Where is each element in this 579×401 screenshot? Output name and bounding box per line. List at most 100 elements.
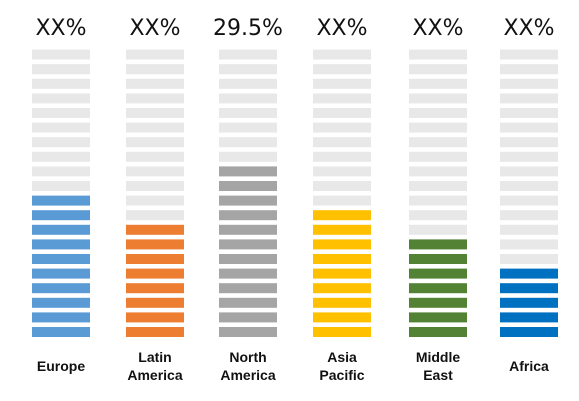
bar-segment-filled bbox=[219, 210, 277, 221]
bar-segment-empty bbox=[126, 49, 184, 60]
bar-segment-empty bbox=[409, 181, 467, 191]
bar-segment-filled bbox=[219, 224, 277, 235]
bar-segment-empty bbox=[313, 195, 371, 206]
bar-segment-empty bbox=[500, 78, 558, 89]
category-label: Asia bbox=[327, 349, 357, 365]
bar-segment-filled bbox=[219, 181, 277, 191]
bar-segment-filled bbox=[126, 239, 184, 250]
bar-segment-filled bbox=[32, 195, 90, 206]
bar-column: XX% Asia Pacific bbox=[313, 16, 371, 383]
bar-segment-filled bbox=[32, 268, 90, 279]
bar-segment-filled bbox=[126, 268, 184, 279]
bar-segment-filled bbox=[409, 312, 467, 323]
bar-segment-empty bbox=[500, 254, 558, 264]
bar-segment-empty bbox=[126, 210, 184, 221]
category-label: America bbox=[127, 367, 182, 383]
bar-segment-empty bbox=[409, 137, 467, 148]
bar-segment-empty bbox=[409, 166, 467, 177]
bar-segment-filled bbox=[219, 195, 277, 206]
bar-segment-empty bbox=[409, 195, 467, 206]
bar-segment-filled bbox=[126, 312, 184, 323]
bar-segment-empty bbox=[313, 122, 371, 133]
bar-segment-filled bbox=[313, 283, 371, 294]
bar-segment-filled bbox=[313, 297, 371, 308]
bar-segment-empty bbox=[500, 151, 558, 162]
bar-segment-filled bbox=[219, 297, 277, 308]
bar-segment-filled bbox=[32, 312, 90, 323]
bar-segment-empty bbox=[126, 137, 184, 148]
bar-segment-empty bbox=[500, 64, 558, 75]
bar-segment-filled bbox=[219, 283, 277, 294]
bar-segment-empty bbox=[219, 49, 277, 60]
bar-segment-filled bbox=[409, 297, 467, 308]
bar-segment-empty bbox=[500, 166, 558, 177]
bar-segment-filled bbox=[32, 327, 90, 337]
value-label: XX% bbox=[503, 16, 554, 41]
bar-segment-empty bbox=[409, 151, 467, 162]
bar-segment-empty bbox=[409, 224, 467, 235]
category-label: Latin bbox=[138, 349, 171, 365]
bar-segment-empty bbox=[500, 93, 558, 104]
bar-segment-filled bbox=[219, 254, 277, 264]
bar-segment-filled bbox=[219, 239, 277, 250]
bar-segment-empty bbox=[500, 224, 558, 235]
bar-segment-empty bbox=[313, 93, 371, 104]
bar-segment-filled bbox=[219, 327, 277, 337]
bar-column: XX% Europe bbox=[32, 16, 90, 374]
bar-segment-filled bbox=[126, 224, 184, 235]
bar-segment-filled bbox=[126, 327, 184, 337]
bar-segment-empty bbox=[219, 151, 277, 162]
category-label: America bbox=[220, 367, 275, 383]
bar-segment-filled bbox=[219, 166, 277, 177]
category-label: North bbox=[229, 349, 266, 365]
bar-segment-empty bbox=[500, 49, 558, 60]
bar-segment-filled bbox=[126, 283, 184, 294]
bar-segment-empty bbox=[500, 210, 558, 221]
bar-segment-empty bbox=[500, 181, 558, 191]
bar-segment-filled bbox=[500, 283, 558, 294]
bar-segment-empty bbox=[32, 78, 90, 89]
bar-segment-empty bbox=[126, 122, 184, 133]
bar-segment-filled bbox=[32, 239, 90, 250]
category-label: East bbox=[423, 367, 453, 383]
bar-segment-empty bbox=[313, 151, 371, 162]
bar-segment-filled bbox=[32, 254, 90, 264]
bar-segment-empty bbox=[32, 181, 90, 191]
category-label: Europe bbox=[37, 358, 85, 374]
bar-segment-filled bbox=[409, 254, 467, 264]
bar-segment-empty bbox=[409, 49, 467, 60]
bar-segment-empty bbox=[313, 181, 371, 191]
bar-segment-empty bbox=[219, 64, 277, 75]
bar-segment-empty bbox=[219, 122, 277, 133]
bar-segment-filled bbox=[500, 268, 558, 279]
bar-segment-filled bbox=[32, 283, 90, 294]
bar-segment-empty bbox=[409, 78, 467, 89]
bar-segment-filled bbox=[313, 254, 371, 264]
value-label: XX% bbox=[129, 16, 180, 41]
bar-segment-filled bbox=[219, 268, 277, 279]
bar-segment-empty bbox=[500, 195, 558, 206]
bar-segment-empty bbox=[409, 93, 467, 104]
bar-segment-empty bbox=[219, 78, 277, 89]
bar-segment-filled bbox=[313, 239, 371, 250]
bar-segment-empty bbox=[500, 122, 558, 133]
value-label: XX% bbox=[35, 16, 86, 41]
bar-segment-empty bbox=[32, 108, 90, 118]
bar-segment-empty bbox=[313, 78, 371, 89]
bar-segment-empty bbox=[126, 64, 184, 75]
bar-segment-empty bbox=[313, 108, 371, 118]
bar-segment-empty bbox=[313, 137, 371, 148]
bar-segment-empty bbox=[409, 122, 467, 133]
bar-segment-empty bbox=[32, 93, 90, 104]
bar-segment-filled bbox=[313, 312, 371, 323]
bar-segment-empty bbox=[32, 151, 90, 162]
bar-segment-empty bbox=[126, 151, 184, 162]
bar-segment-empty bbox=[32, 166, 90, 177]
bar-segment-empty bbox=[313, 64, 371, 75]
bar-segment-empty bbox=[126, 93, 184, 104]
bar-segment-empty bbox=[126, 108, 184, 118]
bar-segment-filled bbox=[313, 327, 371, 337]
bar-segment-empty bbox=[32, 49, 90, 60]
bar-segment-empty bbox=[219, 137, 277, 148]
bar-column: XX% Middle East bbox=[409, 16, 467, 383]
